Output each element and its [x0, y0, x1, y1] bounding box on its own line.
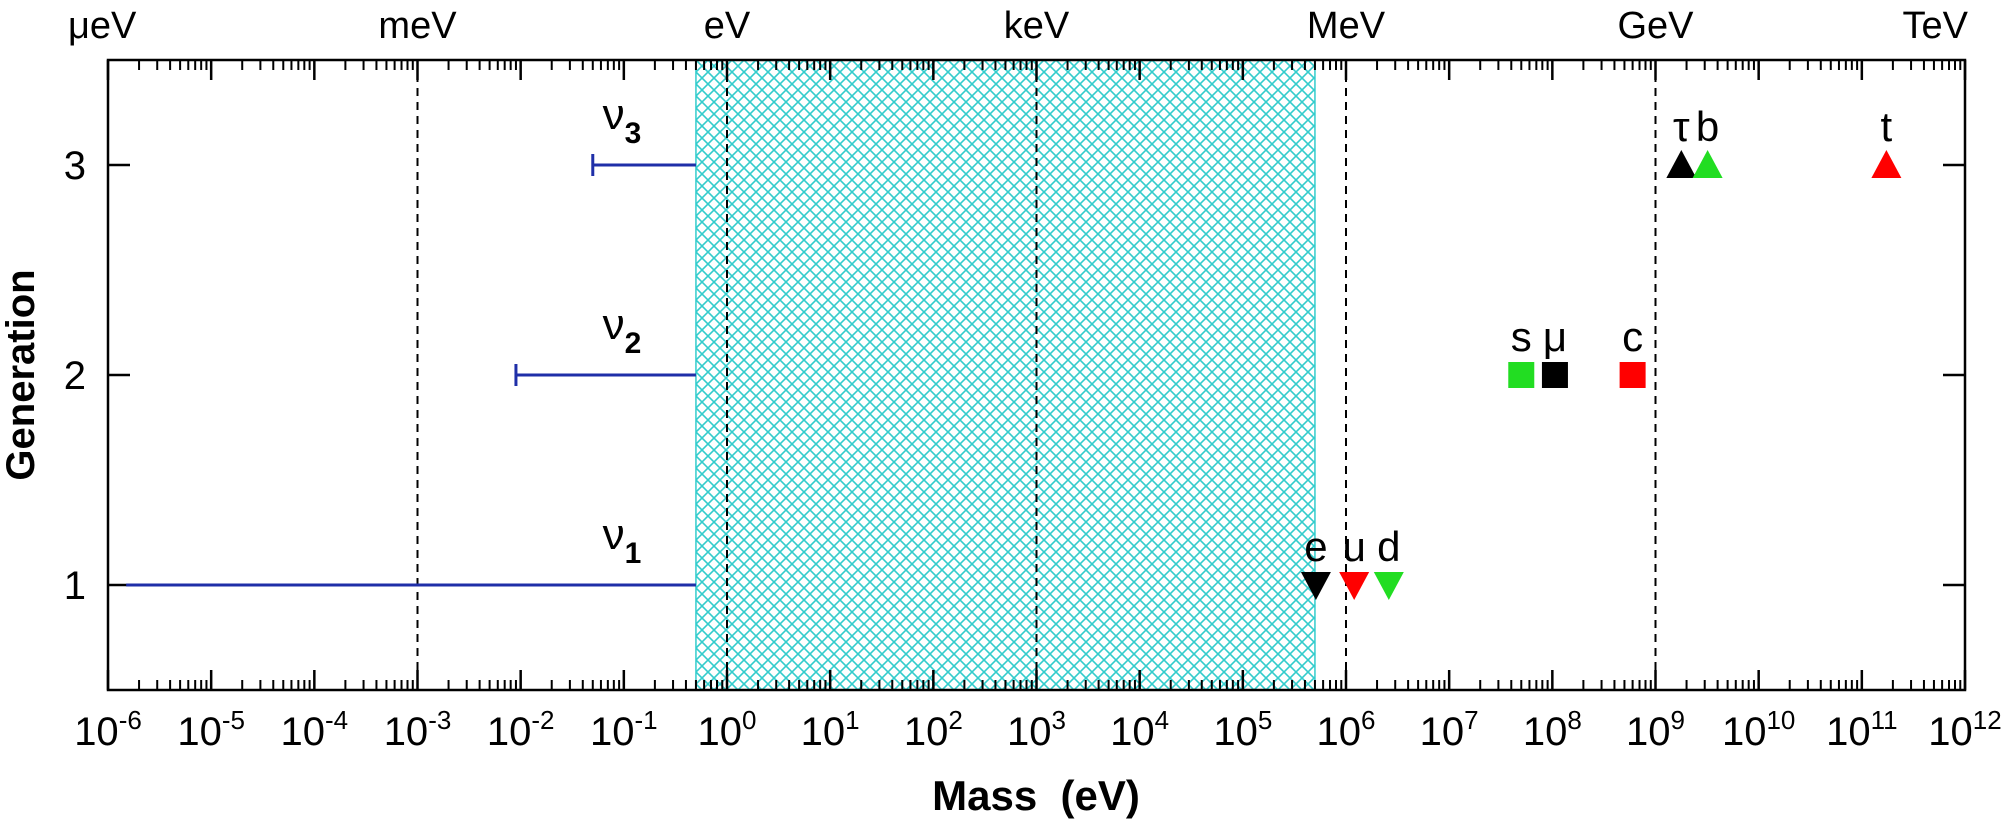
axis-ticks-layer — [106, 60, 1967, 690]
particle-marker — [1541, 362, 1568, 388]
neutrino-label: ν3 — [603, 90, 642, 150]
particle-marker — [1373, 572, 1404, 600]
labels-layer: Mass (eV) Generation 1 2 3 10-6 10-5 10-4 10-3… — [0, 5, 2002, 819]
particle-label: b — [1696, 103, 1719, 150]
particle-marker — [1619, 362, 1646, 388]
y-tick-label: 1 — [64, 564, 86, 608]
x-tick-label: 1012 — [1928, 705, 2001, 754]
particle-marker — [1871, 150, 1902, 178]
x-tick-label: 101 — [801, 705, 860, 754]
top-unit-label: μeV — [68, 5, 137, 47]
top-unit-label: meV — [378, 5, 457, 47]
y-tick-label: 2 — [64, 354, 86, 398]
x-tick-label: 10-4 — [281, 705, 349, 754]
x-tick-label: 10-1 — [590, 705, 658, 754]
y-axis-title: Generation — [0, 269, 43, 480]
top-unit-label: eV — [704, 5, 751, 47]
particle-label: τ — [1673, 103, 1690, 150]
excluded-band — [695, 60, 1316, 690]
particle-marker — [1666, 150, 1697, 178]
x-tick-label: 10-5 — [177, 705, 245, 754]
x-tick-label: 1011 — [1826, 705, 1898, 754]
excluded-band-layer — [695, 60, 1316, 690]
neutrino-ranges-layer — [126, 154, 696, 587]
particle-markers-layer — [1300, 150, 1902, 600]
x-tick-label: 105 — [1213, 705, 1272, 754]
particle-label: c — [1622, 313, 1643, 360]
x-tick-label: 100 — [698, 705, 757, 754]
top-unit-label: GeV — [1617, 5, 1694, 47]
top-unit-label: MeV — [1307, 5, 1386, 47]
x-tick-label: 10-2 — [487, 705, 555, 754]
neutrino-label: ν2 — [603, 300, 642, 360]
plot-frame — [106, 58, 1967, 692]
x-tick-label: 103 — [1007, 705, 1066, 754]
neutrino-label: ν1 — [603, 510, 642, 570]
particle-marker — [1300, 572, 1331, 600]
top-unit-label: TeV — [1903, 5, 1969, 47]
x-tick-label: 10-3 — [384, 705, 452, 754]
x-tick-label: 104 — [1110, 705, 1169, 754]
particle-marker — [1692, 150, 1723, 178]
x-tick-label: 102 — [904, 705, 963, 754]
particle-label: μ — [1543, 313, 1567, 360]
particle-label: d — [1377, 523, 1400, 570]
particle-label: s — [1511, 313, 1532, 360]
x-tick-label: 106 — [1317, 705, 1376, 754]
y-tick-label: 3 — [64, 144, 86, 188]
particle-label: e — [1304, 523, 1327, 570]
particle-label: t — [1881, 103, 1893, 150]
particle-marker — [1339, 572, 1370, 600]
x-tick-label: 10-6 — [74, 705, 142, 754]
x-axis-title: Mass (eV) — [932, 772, 1140, 819]
top-unit-label: keV — [1004, 5, 1070, 47]
x-tick-label: 1010 — [1722, 705, 1795, 754]
particle-marker — [1508, 362, 1535, 388]
x-tick-label: 109 — [1626, 705, 1685, 754]
x-tick-label: 107 — [1420, 705, 1479, 754]
particle-label: u — [1342, 523, 1365, 570]
x-tick-label: 108 — [1523, 705, 1582, 754]
